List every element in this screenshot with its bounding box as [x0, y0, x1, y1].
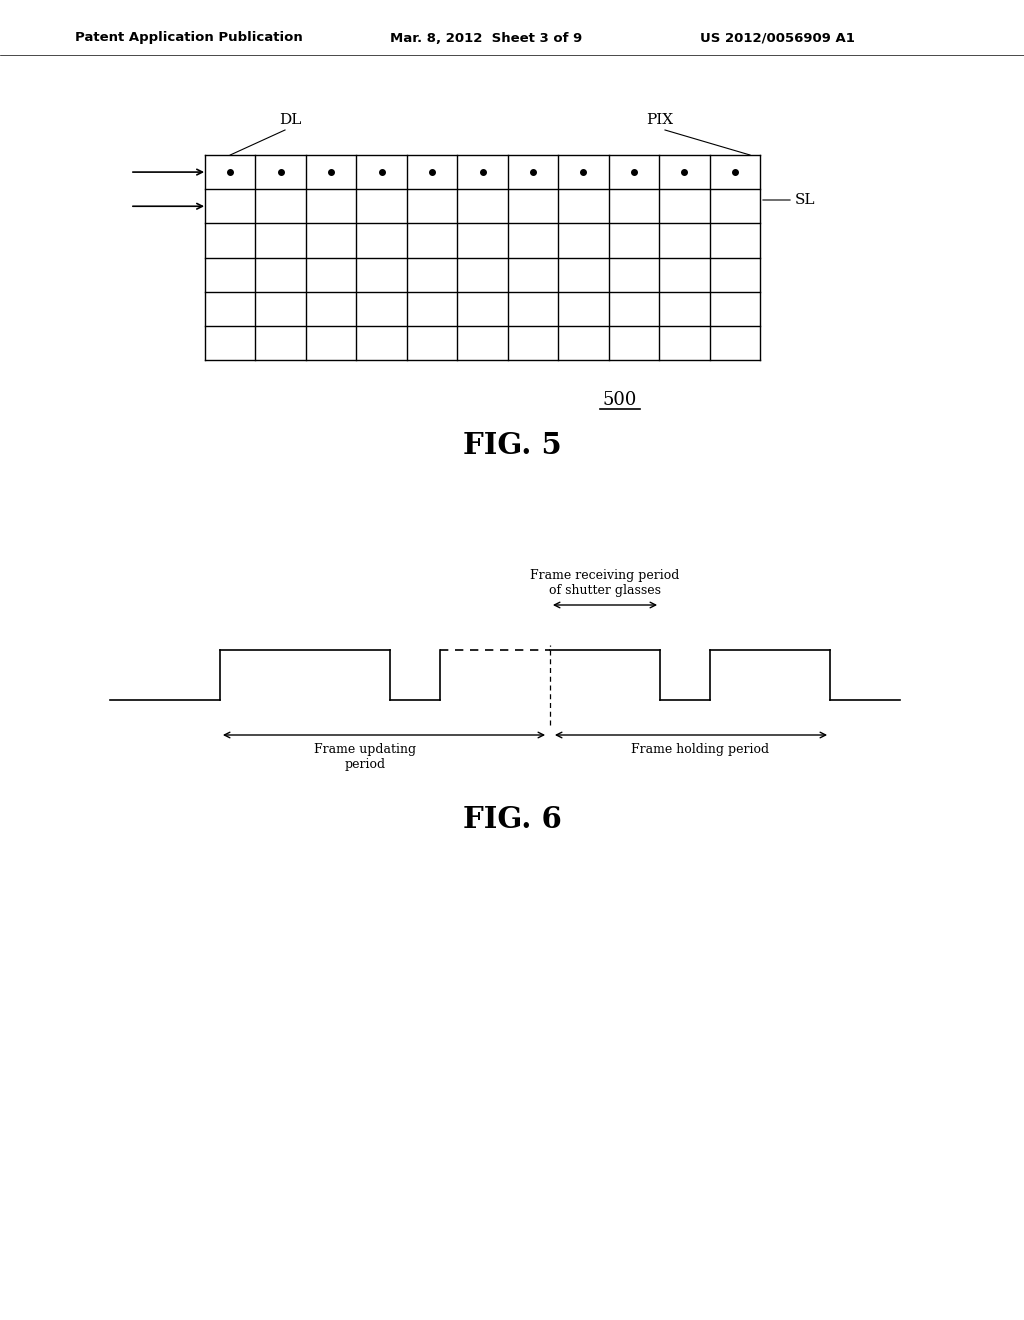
Text: FIG. 5: FIG. 5 [463, 430, 561, 459]
Text: 500: 500 [603, 391, 637, 409]
Text: Frame holding period: Frame holding period [631, 743, 769, 756]
Text: Frame receiving period
of shutter glasses: Frame receiving period of shutter glasse… [530, 569, 680, 597]
Text: Mar. 8, 2012  Sheet 3 of 9: Mar. 8, 2012 Sheet 3 of 9 [390, 32, 583, 45]
Text: Patent Application Publication: Patent Application Publication [75, 32, 303, 45]
Text: SL: SL [795, 193, 815, 207]
Text: US 2012/0056909 A1: US 2012/0056909 A1 [700, 32, 855, 45]
Text: PIX: PIX [646, 114, 674, 127]
Text: DL: DL [279, 114, 301, 127]
Text: Frame updating
period: Frame updating period [314, 743, 416, 771]
Text: FIG. 6: FIG. 6 [463, 805, 561, 834]
